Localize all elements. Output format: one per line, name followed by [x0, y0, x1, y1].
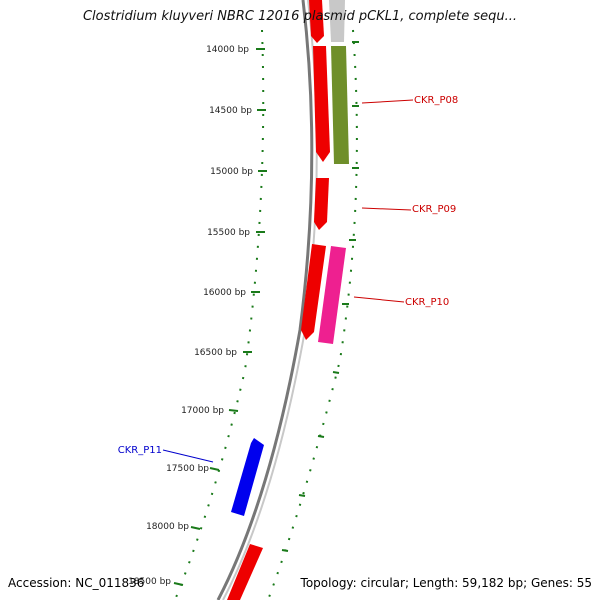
- major-ticks-left: [173, 48, 267, 586]
- gene-cds-red[interactable]: [227, 544, 263, 600]
- gene-label-ckr-p08[interactable]: CKR_P08: [414, 95, 458, 106]
- gene-leaders: [162, 99, 414, 463]
- outer-tick-ring: [267, 29, 358, 600]
- inner-tick-ring: [174, 29, 265, 600]
- tick-label: 16000 bp: [203, 288, 246, 298]
- tick-label: 15000 bp: [210, 167, 253, 177]
- tick-label: 14500 bp: [209, 106, 252, 116]
- gene-cds-red[interactable]: [313, 46, 330, 162]
- tick-label: 17500 bp: [166, 464, 209, 474]
- tick-label: 18500 bp: [128, 577, 171, 587]
- cds-track-1: [227, 0, 330, 600]
- gene-cds-pink[interactable]: [318, 246, 346, 344]
- accession-text: Accession: NC_011836: [8, 576, 145, 590]
- gene-label-ckr-p09[interactable]: CKR_P09: [412, 204, 456, 215]
- gene-cds-blue[interactable]: [231, 438, 264, 516]
- tick-label: 18000 bp: [146, 522, 189, 532]
- gene-cds-red[interactable]: [309, 0, 324, 43]
- major-ticks-right: [281, 41, 359, 552]
- tick-label: 14000 bp: [206, 45, 249, 55]
- tick-label: 15500 bp: [207, 228, 250, 238]
- gene-cds-grey[interactable]: [329, 0, 345, 42]
- gene-labels: CKR_P08 CKR_P09 CKR_P10 CKR_P11: [118, 95, 459, 456]
- gene-label-ckr-p11[interactable]: CKR_P11: [118, 445, 162, 456]
- gene-cds-olive[interactable]: [331, 46, 349, 164]
- gene-cds-red[interactable]: [301, 244, 326, 340]
- tick-label: 17000 bp: [181, 406, 224, 416]
- gene-label-ckr-p10[interactable]: CKR_P10: [405, 297, 449, 308]
- gene-cds-red[interactable]: [314, 178, 329, 230]
- topology-summary: Topology: circular; Length: 59,182 bp; G…: [300, 576, 592, 590]
- tick-labels: 14000 bp 14500 bp 15000 bp 15500 bp 1600…: [128, 45, 253, 587]
- cds-track-2: [318, 0, 349, 344]
- tick-label: 16500 bp: [194, 348, 237, 358]
- plasmid-backbone: [216, 0, 314, 600]
- map-title: Clostridium kluyveri NBRC 12016 plasmid …: [82, 9, 517, 24]
